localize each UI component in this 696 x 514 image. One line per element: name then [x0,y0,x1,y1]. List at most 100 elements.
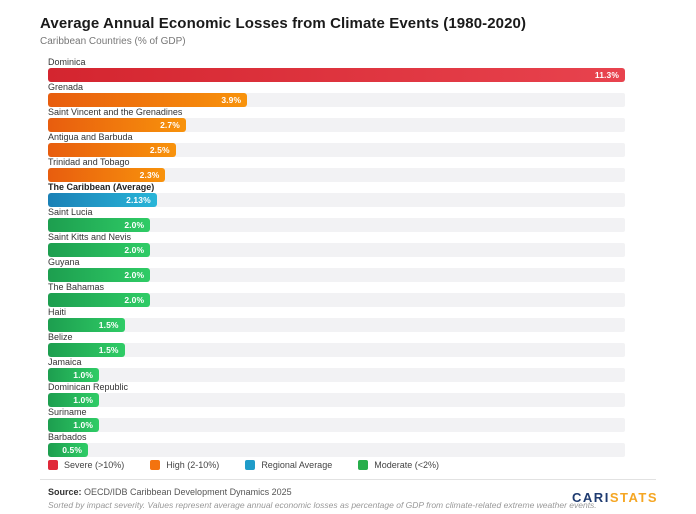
bar-track: 1.0% [48,393,625,407]
chart-row: Saint Vincent and the Grenadines 2.7% [48,107,625,132]
legend-label: Moderate (<2%) [374,460,439,470]
bar-value-label: 2.0% [124,220,145,230]
source-label: Source: [48,487,82,497]
bar-track: 2.0% [48,268,625,282]
country-label: Dominica [48,57,86,67]
bar-value-label: 11.3% [594,70,619,80]
value-bar: 1.0% [48,393,100,407]
logo-part-stats: STATS [609,490,658,505]
country-label: Antigua and Barbuda [48,132,133,142]
chart-footer: Source: OECD/IDB Caribbean Development D… [48,487,656,510]
chart-row: Dominica 11.3% [48,57,625,82]
chart-row: Saint Lucia 2.0% [48,207,625,232]
chart-row: The Caribbean (Average) 2.13% [48,182,625,207]
bar-value-label: 1.5% [98,345,119,355]
chart-row: Belize 1.5% [48,332,625,357]
value-bar: 2.13% [48,193,157,207]
legend-label: High (2-10%) [166,460,220,470]
chart-row: Barbados 0.5% [48,432,625,457]
value-bar: 1.0% [48,418,100,432]
bar-track: 2.0% [48,218,625,232]
value-bar: 2.0% [48,268,151,282]
country-label: Grenada [48,82,84,92]
value-bar: 2.0% [48,293,151,307]
legend-item: Moderate (<2%) [358,460,439,470]
bar-value-label: 2.3% [139,170,160,180]
chart-row: Guyana 2.0% [48,257,625,282]
bar-value-label: 0.5% [62,445,82,455]
legend-swatch [245,460,256,470]
country-label: Jamaica [48,357,82,367]
value-bar: 2.7% [48,118,186,132]
bar-track: 2.13% [48,193,625,207]
legend-label: Regional Average [261,460,333,470]
page-subtitle: Caribbean Countries (% of GDP) [40,36,186,47]
bar-track: 0.5% [48,443,625,457]
chart-row: Haiti 1.5% [48,307,625,332]
bar-track: 2.3% [48,168,625,182]
bar-track: 2.0% [48,243,625,257]
value-bar: 3.9% [48,93,248,107]
legend-swatch [150,460,161,470]
bar-value-label: 3.9% [221,95,242,105]
chart-row: Dominican Republic 1.0% [48,382,625,407]
value-bar: 2.0% [48,243,151,257]
country-label: Trinidad and Tobago [48,157,130,167]
bar-track: 11.3% [48,68,625,82]
footer-divider [40,479,656,480]
chart-legend: Severe (>10%) High (2-10%) Regional Aver… [48,460,656,470]
value-bar: 1.0% [48,368,100,382]
legend-item: Severe (>10%) [48,460,124,470]
chart-row: Suriname 1.0% [48,407,625,432]
country-label: Belize [48,332,73,342]
country-label: Suriname [48,407,87,417]
chart-row: Antigua and Barbuda 2.5% [48,132,625,157]
bar-value-label: 2.13% [126,195,151,205]
bar-track: 3.9% [48,93,625,107]
legend-label: Severe (>10%) [64,460,125,470]
country-label: Guyana [48,257,80,267]
legend-swatch [48,460,58,470]
country-label: The Bahamas [48,282,105,292]
bar-track: 1.0% [48,368,625,382]
logo-part-cari: CARI [572,490,610,505]
value-bar: 0.5% [48,443,88,457]
chart-row: Saint Kitts and Nevis 2.0% [48,232,625,257]
country-label: Saint Kitts and Nevis [48,232,132,242]
bar-value-label: 2.5% [149,145,170,155]
chart-row: Trinidad and Tobago 2.3% [48,157,625,182]
value-bar: 1.5% [48,343,125,357]
bar-track: 2.0% [48,293,625,307]
bar-value-label: 2.7% [160,120,180,130]
bar-track: 2.5% [48,143,625,157]
chart-rows: Dominica 11.3% Grenada 3.9% Saint Vincen… [48,57,625,457]
page-title: Average Annual Economic Losses from Clim… [40,15,527,32]
bar-track: 2.7% [48,118,625,132]
bar-value-label: 1.0% [73,395,94,405]
country-label: The Caribbean (Average) [48,182,155,192]
value-bar: 11.3% [48,68,625,82]
country-label: Saint Vincent and the Grenadines [48,107,183,117]
bar-track: 1.5% [48,343,625,357]
country-label: Dominican Republic [48,382,129,392]
value-bar: 2.5% [48,143,176,157]
country-label: Haiti [48,307,67,317]
value-bar: 2.3% [48,168,166,182]
value-bar: 2.0% [48,218,151,232]
chart-row: The Bahamas 2.0% [48,282,625,307]
country-label: Barbados [48,432,87,442]
bar-value-label: 1.0% [73,370,94,380]
caristats-logo: CARISTATS [572,490,658,505]
bar-value-label: 2.0% [124,270,145,280]
legend-swatch [358,460,369,470]
source-text: OECD/IDB Caribbean Development Dynamics … [81,487,292,497]
footnote: Sorted by impact severity. Values repres… [48,500,597,510]
bar-value-label: 2.0% [124,245,145,255]
bar-value-label: 1.0% [73,420,94,430]
bar-track: 1.0% [48,418,625,432]
country-label: Saint Lucia [48,207,93,217]
chart-row: Grenada 3.9% [48,82,625,107]
bar-track: 1.5% [48,318,625,332]
bar-value-label: 1.5% [98,320,119,330]
